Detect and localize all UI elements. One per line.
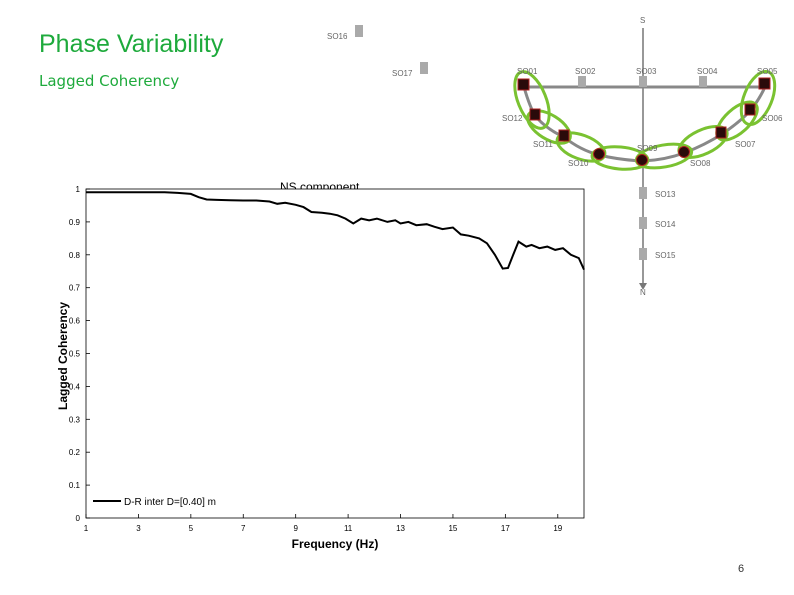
legend-label: D-R inter D=[0.40] m xyxy=(124,497,216,508)
y-tick-label: 0.4 xyxy=(69,382,81,391)
slide-title: Phase Variability xyxy=(39,30,224,58)
plot-area xyxy=(85,188,585,519)
x-tick-label: 13 xyxy=(396,524,405,533)
sensor-labels: SO16 SO17 SO01 SO02 SO03 SO04 SO05 SO12 … xyxy=(327,32,783,260)
sensor-so17-marker xyxy=(420,62,428,74)
sensor-label: SO09 xyxy=(637,144,658,153)
x-tick-label: 5 xyxy=(189,524,194,533)
y-tick-label: 1 xyxy=(76,185,81,194)
sensor-label: SO07 xyxy=(735,140,756,149)
sensor-so13-marker xyxy=(639,187,647,199)
series-line xyxy=(86,191,585,271)
x-tick-label: 19 xyxy=(553,524,562,533)
y-tick-label: 0.6 xyxy=(69,317,81,326)
north-label: N xyxy=(640,288,646,297)
sensor-label: SO12 xyxy=(502,114,523,123)
y-axis: 0 0.1 0.2 0.3 0.4 0.5 0.6 0.7 0.8 0.9 1 xyxy=(69,185,90,523)
x-tick-label: 9 xyxy=(293,524,298,533)
sensor-so01-marker xyxy=(517,78,530,91)
sensor-label: SO02 xyxy=(575,67,596,76)
south-label: S xyxy=(640,16,645,25)
y-tick-label: 0 xyxy=(76,514,81,523)
y-tick-label: 0.9 xyxy=(69,218,81,227)
sensor-label: SO13 xyxy=(655,190,676,199)
sensor-label: SO17 xyxy=(392,69,413,78)
y-tick-label: 0.1 xyxy=(69,481,81,490)
sensor-so09-marker xyxy=(636,154,648,166)
highlight-pairs xyxy=(513,70,777,171)
gray-sensors xyxy=(355,25,707,260)
slide-subtitle: Lagged Coherency xyxy=(39,72,180,90)
sensor-label: SO14 xyxy=(655,220,676,229)
page-number: 6 xyxy=(738,563,745,575)
sensor-so10-marker xyxy=(593,148,605,160)
x-tick-label: 11 xyxy=(344,524,353,533)
sensor-so11-marker xyxy=(558,129,570,142)
sensor-label: SO05 xyxy=(757,67,778,76)
sensor-so04-marker xyxy=(699,76,707,87)
sensor-label: SO11 xyxy=(533,140,553,149)
sensor-so08-marker xyxy=(678,146,690,158)
y-axis-label: Lagged Coherency xyxy=(56,302,70,410)
y-tick-label: 0.8 xyxy=(69,251,81,260)
sensor-so05-marker xyxy=(758,77,771,90)
legend: D-R inter D=[0.40] m xyxy=(89,494,216,510)
y-tick-label: 0.2 xyxy=(69,448,81,457)
sensor-so06-marker xyxy=(744,103,756,116)
sensor-so15-marker xyxy=(639,248,647,260)
sensor-label: SO03 xyxy=(636,67,657,76)
sensor-label: SO15 xyxy=(655,251,676,260)
x-tick-label: 15 xyxy=(448,524,457,533)
legend-box xyxy=(89,494,199,510)
highlight-ellipse xyxy=(513,70,551,130)
sensor-so02-marker xyxy=(578,76,586,87)
north-arrow-icon xyxy=(639,283,647,290)
sensor-so14-marker xyxy=(639,217,647,229)
x-axis: 1 3 5 7 9 11 13 15 17 19 xyxy=(84,514,563,533)
sensor-label: SO08 xyxy=(690,159,711,168)
sensor-so12-marker xyxy=(529,108,541,121)
sensor-so07-marker xyxy=(715,126,727,139)
dark-sensors xyxy=(517,77,771,166)
x-tick-label: 1 xyxy=(84,524,89,533)
sensor-label: SO06 xyxy=(762,114,783,123)
sensor-so03-marker xyxy=(639,76,647,87)
x-tick-label: 17 xyxy=(501,524,510,533)
highlight-ellipse xyxy=(739,70,777,126)
sensor-label: SO10 xyxy=(568,159,589,168)
x-axis-label: Frequency (Hz) xyxy=(292,537,379,551)
sensor-label: SO16 xyxy=(327,32,348,41)
y-tick-label: 0.3 xyxy=(69,415,81,424)
x-tick-label: 3 xyxy=(136,524,141,533)
y-tick-label: 0.5 xyxy=(69,350,81,359)
sensor-so16-marker xyxy=(355,25,363,37)
y-tick-label: 0.7 xyxy=(69,284,81,293)
sensor-label: SO04 xyxy=(697,67,718,76)
x-tick-label: 7 xyxy=(241,524,246,533)
sensor-label: SO01 xyxy=(517,67,538,76)
